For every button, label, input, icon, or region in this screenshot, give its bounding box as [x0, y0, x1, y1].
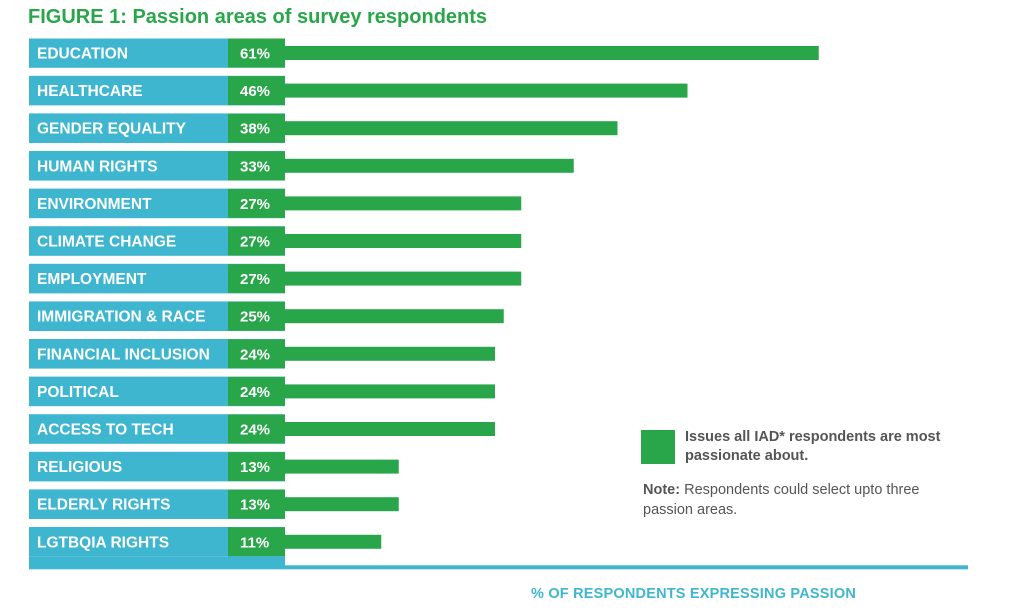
bar: [285, 346, 495, 361]
bar: [285, 309, 504, 324]
row-separator: [29, 143, 285, 151]
category-label: POLITICAL: [37, 384, 119, 401]
value-box: [228, 376, 285, 406]
category-label: IMMIGRATION & RACE: [37, 309, 205, 326]
bar: [285, 384, 495, 399]
value-box: [228, 38, 285, 68]
bar: [285, 459, 399, 474]
row-separator: [29, 331, 285, 339]
data-label: 24%: [240, 422, 270, 439]
x-axis-title: % OF RESPONDENTS EXPRESSING PASSION: [531, 586, 856, 602]
category-label: CLIMATE CHANGE: [37, 234, 176, 251]
value-box: [228, 188, 285, 218]
x-axis-line: [29, 565, 968, 570]
note-prefix: Note:: [643, 482, 681, 498]
bar: [285, 83, 688, 98]
data-label: 11%: [240, 534, 269, 551]
row-separator: [29, 180, 285, 189]
category-label: ELDERLY RIGHTS: [37, 497, 171, 514]
data-label: 25%: [240, 309, 270, 326]
data-label: 61%: [240, 46, 270, 63]
category-label: RELIGIOUS: [37, 459, 122, 476]
value-box: [228, 452, 285, 482]
bar: [285, 497, 399, 512]
legend-swatch: [641, 430, 675, 464]
data-label: 27%: [240, 234, 270, 251]
value-box: [228, 264, 285, 294]
row-separator: [29, 481, 285, 490]
data-label: 13%: [240, 497, 270, 514]
category-label: HUMAN RIGHTS: [37, 158, 158, 175]
value-box: [228, 226, 285, 256]
data-label: 24%: [240, 346, 270, 363]
row-separator: [29, 406, 285, 415]
data-label: 38%: [240, 121, 270, 138]
data-label: 27%: [240, 271, 270, 288]
row-separator: [29, 67, 285, 76]
category-label: ENVIRONMENT: [37, 196, 152, 213]
category-label-column: EDUCATION 61% HEALTHCARE 46% GENDER EQUALITY…: [29, 38, 285, 557]
data-label: 33%: [240, 158, 270, 175]
value-box: [228, 151, 285, 181]
category-label: ACCESS TO TECH: [37, 422, 174, 439]
category-label: LGTBQIA RIGHTS: [37, 534, 169, 551]
bar: [285, 158, 574, 173]
value-box: [228, 414, 285, 444]
bar: [285, 534, 382, 549]
label-column-foot: [29, 556, 285, 567]
row-separator: [29, 368, 285, 377]
bar: [285, 234, 522, 248]
row-separator: [29, 218, 285, 227]
category-label: HEALTHCARE: [37, 83, 143, 100]
note-text: Respondents could select upto three pass…: [643, 482, 920, 518]
value-box: [228, 339, 285, 369]
category-label: FINANCIAL INCLUSION: [37, 346, 210, 363]
bar: [285, 271, 522, 286]
row-separator: [29, 443, 285, 452]
data-label: 24%: [240, 384, 270, 401]
row-separator: [29, 105, 285, 114]
row-separator: [29, 255, 285, 264]
value-box: [228, 113, 285, 143]
bar: [285, 422, 495, 436]
row-separator: [29, 293, 285, 302]
category-label: GENDER EQUALITY: [37, 121, 187, 138]
value-box: [228, 301, 285, 331]
chart-note: Note: Respondents could select upto thre…: [643, 480, 973, 520]
data-label: 13%: [240, 459, 270, 476]
value-box: [228, 527, 285, 557]
category-label: EMPLOYMENT: [37, 271, 147, 288]
category-label: EDUCATION: [37, 46, 128, 63]
row-separator: [29, 519, 285, 527]
data-label: 46%: [240, 83, 270, 100]
bars-group: [285, 46, 819, 549]
bar: [285, 196, 522, 211]
value-box: [228, 76, 285, 106]
legend-label: Issues all IAD* respondents are most pas…: [685, 429, 941, 464]
axis-group: [29, 556, 968, 570]
bar: [285, 46, 819, 60]
chart-title: FIGURE 1: Passion areas of survey respon…: [28, 6, 488, 28]
bar: [285, 121, 618, 136]
data-label: 27%: [240, 196, 270, 213]
value-box: [228, 489, 285, 519]
